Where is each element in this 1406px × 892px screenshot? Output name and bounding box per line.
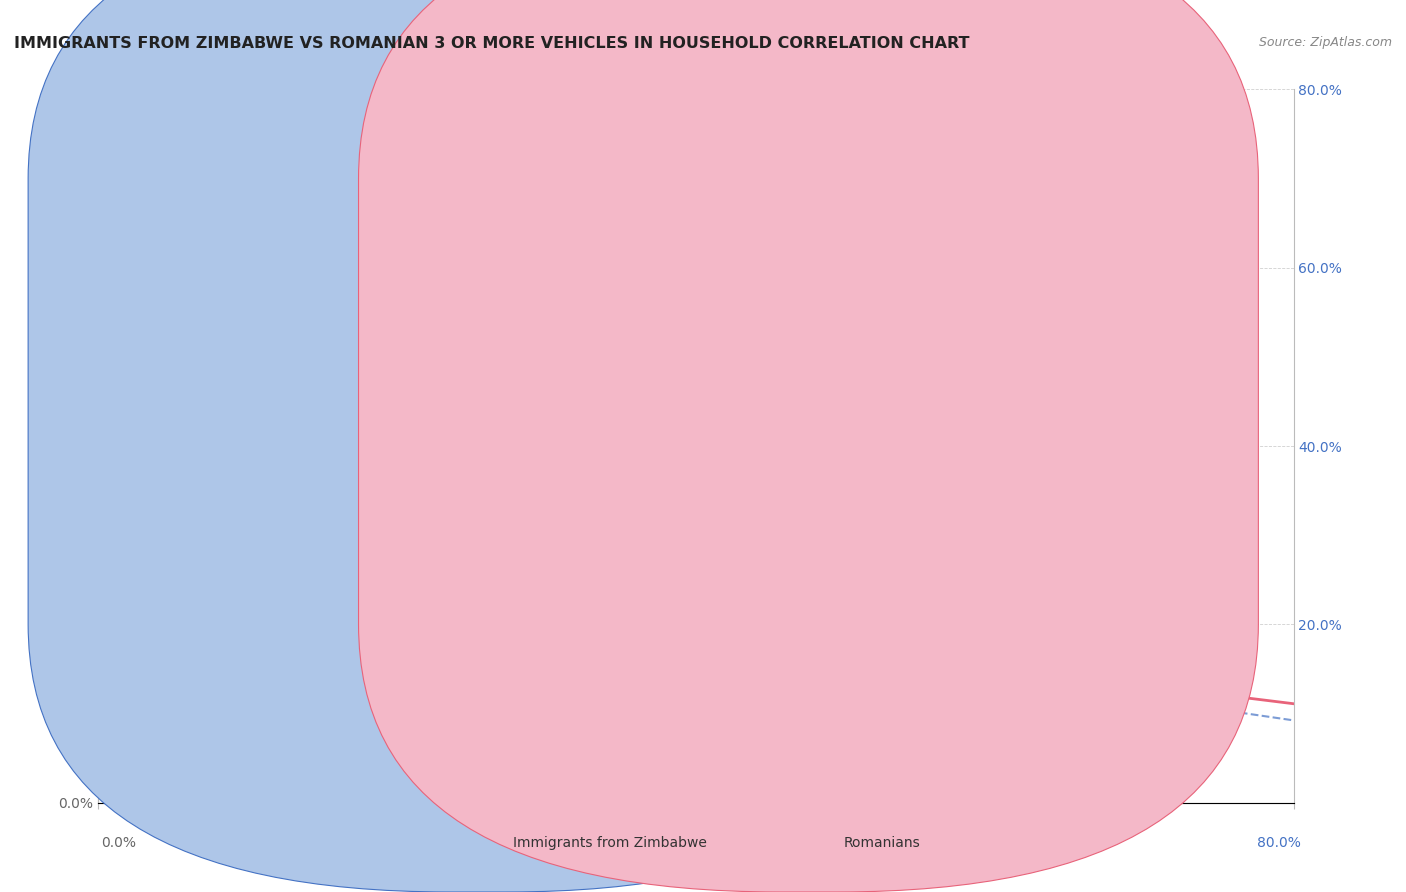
Point	[155, 555, 177, 569]
Point	[108, 555, 131, 569]
Point	[267, 582, 290, 596]
Point	[125, 546, 148, 560]
Point	[129, 537, 152, 551]
Point	[111, 564, 134, 578]
Point	[107, 573, 129, 587]
Text: 0.0%: 0.0%	[101, 836, 136, 850]
Point	[169, 564, 191, 578]
Point	[177, 412, 200, 426]
Point	[107, 564, 129, 578]
Point	[110, 546, 132, 560]
Point	[191, 555, 214, 569]
Point	[139, 546, 162, 560]
Point	[288, 564, 311, 578]
Point	[111, 546, 134, 560]
Point	[105, 564, 128, 578]
Point	[94, 689, 117, 703]
Text: IMMIGRANTS FROM ZIMBABWE VS ROMANIAN 3 OR MORE VEHICLES IN HOUSEHOLD CORRELATION: IMMIGRANTS FROM ZIMBABWE VS ROMANIAN 3 O…	[14, 36, 970, 51]
Point	[132, 510, 155, 524]
Point	[475, 555, 498, 569]
Point	[105, 537, 128, 551]
Point	[107, 519, 129, 533]
Point	[100, 591, 122, 605]
Point	[252, 564, 274, 578]
Point	[114, 546, 136, 560]
Point	[117, 555, 139, 569]
Point	[103, 448, 125, 462]
Point	[120, 573, 142, 587]
Point	[288, 760, 311, 774]
Text: Romanians: Romanians	[844, 836, 921, 850]
Y-axis label: 3 or more Vehicles in Household: 3 or more Vehicles in Household	[31, 334, 45, 558]
Point	[105, 528, 128, 542]
Point	[191, 564, 214, 578]
Point	[162, 555, 184, 569]
Point	[103, 475, 125, 489]
Text: Source: ZipAtlas.com: Source: ZipAtlas.com	[1258, 36, 1392, 49]
Point	[207, 555, 229, 569]
Legend: R = 0.095   N = 44, R = 0.025   N = 44: R = 0.095 N = 44, R = 0.025 N = 44	[724, 97, 950, 171]
Text: ZIP: ZIP	[468, 433, 600, 502]
Point	[1028, 653, 1050, 667]
Point	[111, 528, 134, 542]
Point	[103, 421, 125, 435]
Point	[135, 546, 157, 560]
Point	[114, 555, 136, 569]
Point	[112, 546, 135, 560]
Point	[125, 537, 148, 551]
Point	[297, 582, 319, 596]
Point	[105, 546, 128, 560]
Point	[94, 751, 117, 765]
Point	[112, 573, 135, 587]
Point	[132, 528, 155, 542]
Point	[385, 573, 409, 587]
Point	[129, 537, 152, 551]
Point	[222, 546, 245, 560]
Point	[191, 546, 214, 560]
Text: 80.0%: 80.0%	[1257, 836, 1301, 850]
Point	[112, 564, 135, 578]
Point	[169, 546, 191, 560]
Point	[94, 573, 117, 587]
Point	[97, 555, 120, 569]
Point	[222, 564, 245, 578]
Text: Immigrants from Zimbabwe: Immigrants from Zimbabwe	[513, 836, 707, 850]
Point	[110, 537, 132, 551]
Point	[117, 546, 139, 560]
Point	[236, 573, 259, 587]
Point	[135, 519, 157, 533]
Point	[107, 546, 129, 560]
Point	[110, 582, 132, 596]
Point	[117, 564, 139, 578]
Point	[120, 483, 142, 498]
Point	[148, 537, 170, 551]
Point	[125, 555, 148, 569]
Point	[162, 564, 184, 578]
Point	[120, 546, 142, 560]
Point	[103, 608, 125, 623]
Text: atlas: atlas	[600, 433, 775, 502]
Point	[103, 519, 125, 533]
Point	[342, 573, 364, 587]
Point	[416, 653, 439, 667]
Point	[108, 537, 131, 551]
Point	[114, 573, 136, 587]
Point	[103, 573, 125, 587]
Point	[184, 555, 207, 569]
Point	[207, 546, 229, 560]
Point	[111, 555, 134, 569]
Point	[236, 555, 259, 569]
Point	[114, 582, 136, 596]
Point	[267, 573, 290, 587]
Point	[139, 519, 162, 533]
Point	[103, 501, 125, 516]
Point	[110, 573, 132, 587]
Point	[177, 555, 200, 569]
Point	[103, 555, 125, 569]
Point	[110, 555, 132, 569]
Point	[100, 457, 122, 471]
Point	[148, 528, 170, 542]
Point	[117, 528, 139, 542]
